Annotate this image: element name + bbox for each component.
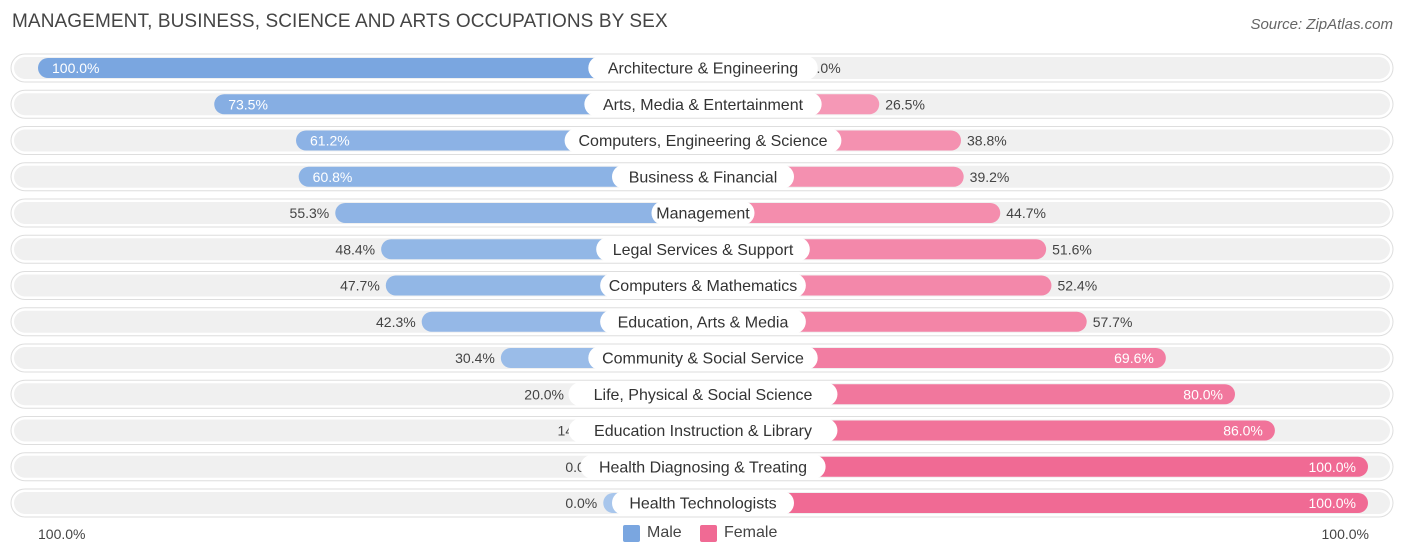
- legend-label-female: Female: [724, 524, 778, 541]
- female-value-label: 100.0%: [1309, 459, 1356, 475]
- category-label: Education Instruction & Library: [594, 423, 812, 440]
- category-pill: [568, 382, 838, 407]
- chart-source: Source: ZipAtlas.com: [1250, 16, 1393, 33]
- male-value-label: 30.4%: [455, 350, 495, 366]
- female-value-label: 69.6%: [1114, 350, 1154, 366]
- category-label: Legal Services & Support: [613, 242, 794, 259]
- female-value-label: 44.7%: [1006, 205, 1046, 221]
- legend-item-male[interactable]: Male: [623, 524, 682, 542]
- female-bar: [703, 493, 1368, 513]
- female-value-label: 39.2%: [970, 169, 1010, 185]
- legend-swatch-male: [623, 524, 640, 542]
- category-label: Community & Social Service: [602, 351, 804, 368]
- female-bar: [703, 203, 1001, 223]
- male-value-label: 100.0%: [52, 60, 99, 76]
- male-bar: [298, 166, 703, 187]
- male-bar: [214, 94, 703, 115]
- female-value-label: 51.6%: [1052, 241, 1092, 257]
- legend-swatch-female: [700, 524, 717, 542]
- male-value-label: 47.7%: [340, 278, 380, 294]
- category-pill: [612, 164, 794, 189]
- legend-item-female[interactable]: Female: [700, 524, 777, 542]
- category-label: Health Technologists: [629, 496, 776, 513]
- category-label: Computers, Engineering & Science: [578, 133, 827, 150]
- category-pill: [612, 491, 794, 515]
- male-value-label: 61.2%: [310, 133, 350, 149]
- category-label: Computers & Mathematics: [609, 278, 798, 295]
- category-label: Architecture & Engineering: [608, 61, 798, 78]
- category-pill: [600, 273, 806, 298]
- category-pill: [596, 237, 810, 262]
- female-value-label: 80.0%: [1183, 386, 1223, 402]
- male-value-label: 20.0%: [524, 386, 564, 402]
- category-pill: [600, 309, 806, 334]
- category-pill: [568, 418, 838, 443]
- category-pill: [564, 128, 842, 153]
- category-pill: [588, 56, 818, 80]
- chart-area: 100.0% 0.0% Architecture & Engineering 73.5…: [10, 53, 1394, 518]
- category-label: Education, Arts & Media: [618, 314, 789, 331]
- female-bar: [703, 420, 1275, 441]
- female-bar: [703, 348, 1166, 368]
- legend: Male Female: [0, 524, 1406, 546]
- male-value-label: 0.0%: [565, 495, 597, 511]
- category-pill: [584, 92, 822, 117]
- female-value-label: 38.8%: [967, 133, 1007, 149]
- axis-left-label: 100.0%: [38, 526, 86, 542]
- female-value-label: 26.5%: [885, 96, 925, 112]
- category-pill: [580, 454, 826, 479]
- category-label: Business & Financial: [629, 169, 778, 186]
- female-value-label: 100.0%: [1309, 495, 1356, 511]
- category-label: Health Diagnosing & Treating: [599, 459, 807, 476]
- female-value-label: 52.4%: [1057, 278, 1097, 294]
- male-value-label: 48.4%: [335, 241, 375, 257]
- legend-label-male: Male: [647, 524, 682, 541]
- female-value-label: 86.0%: [1223, 423, 1263, 439]
- male-value-label: 55.3%: [290, 205, 330, 221]
- category-label: Management: [656, 206, 750, 223]
- category-pill: [588, 346, 818, 370]
- female-value-label: 57.7%: [1093, 314, 1133, 330]
- category-pill: [651, 201, 755, 225]
- male-bar: [38, 58, 703, 78]
- axis-right-label: 100.0%: [1321, 526, 1369, 542]
- chart-title: MANAGEMENT, BUSINESS, SCIENCE AND ARTS O…: [12, 11, 668, 32]
- male-value-label: 42.3%: [376, 314, 416, 330]
- category-label: Life, Physical & Social Science: [594, 387, 813, 404]
- male-value-label: 60.8%: [313, 169, 353, 185]
- male-bar: [335, 203, 703, 223]
- male-value-label: 73.5%: [228, 96, 268, 112]
- female-bar: [703, 456, 1368, 477]
- category-label: Arts, Media & Entertainment: [603, 97, 804, 114]
